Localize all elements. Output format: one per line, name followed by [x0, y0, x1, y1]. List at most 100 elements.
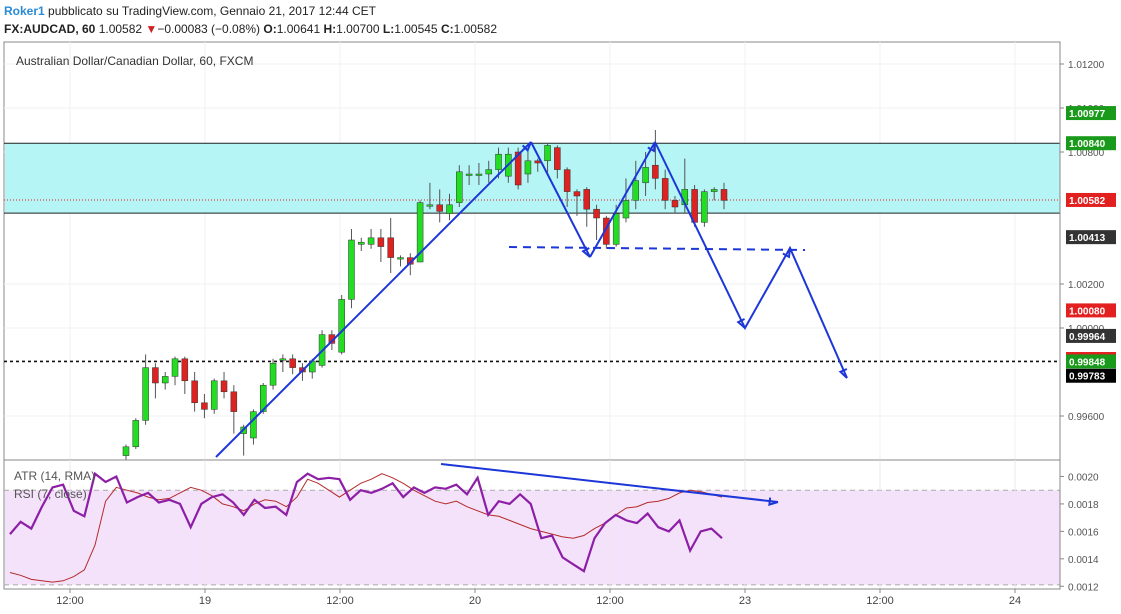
arrowhead-up-3 [782, 247, 791, 259]
price-marker [1066, 106, 1116, 121]
candle-body [367, 237, 375, 245]
price-tick-label: 1.01200 [1068, 60, 1105, 71]
price-marker [1066, 303, 1116, 318]
candles-group [122, 130, 728, 460]
candle-body [593, 208, 600, 219]
candle-body [485, 169, 492, 175]
indicator-tick-label: 0.0020 [1068, 472, 1099, 483]
price-marker-label: 1.00080 [1069, 306, 1106, 317]
candle-body [524, 160, 532, 175]
ohlc-line: FX:AUDCAD, 60 1.00582 ▼−0.00083 (−0.08%)… [4, 22, 497, 36]
price-marker-label: 1.00840 [1069, 139, 1106, 150]
candle-body [152, 367, 159, 384]
arrowhead-down-1 [581, 247, 591, 258]
chart-title: Australian Dollar/Canadian Dollar, 60, F… [16, 54, 253, 68]
candle-body [426, 204, 434, 207]
candle-body [132, 420, 140, 448]
candle-body [701, 191, 708, 223]
atr-label: ATR (14, RMA) [14, 469, 95, 483]
candle-body [416, 202, 424, 263]
publish-info: pubblicato su TradingView.com, Gennaio 2… [44, 4, 377, 18]
price-marker-label: 0.99964 [1069, 332, 1106, 343]
indicator-tick-label: 0.0016 [1068, 527, 1099, 538]
close-value: 1.00582 [453, 22, 498, 36]
price-marker [1066, 328, 1116, 343]
candle-body [652, 164, 659, 179]
time-tick-label: 12:00 [56, 595, 84, 607]
price-pane[interactable]: Australian Dollar/Canadian Dollar, 60, F… [3, 41, 1061, 461]
candle-body [642, 167, 649, 184]
low-value: 1.00545 [394, 22, 438, 36]
price-marker [1066, 192, 1116, 207]
candle-body [720, 189, 728, 201]
candle-body [387, 237, 394, 258]
price-marker-label: 1.00582 [1069, 196, 1106, 207]
time-tick-label: 23 [739, 595, 751, 607]
candle-body [436, 204, 443, 212]
candle-body [603, 217, 610, 245]
price-pane-frame [3, 41, 1061, 461]
price-marker [1066, 354, 1116, 369]
candle-body [201, 402, 208, 410]
price-tick-label: 0.99600 [1068, 412, 1105, 423]
price-tick-label: 1.00200 [1068, 280, 1105, 291]
low-label: L: [382, 22, 395, 36]
candle-body [495, 153, 502, 170]
candle-body [632, 180, 640, 201]
indicator-axis[interactable]: 0.0020 0.0018 0.0016 0.0014 0.0012 [1060, 472, 1099, 593]
arrowhead-down-3 [838, 368, 848, 379]
open-label: O: [263, 22, 277, 36]
candle-body [554, 147, 561, 170]
price-tick-label: 1.00800 [1068, 148, 1105, 159]
candle-body [259, 384, 267, 412]
candle-body [475, 173, 483, 176]
candle-body [250, 411, 257, 439]
down-arrow-icon: ▼ [145, 22, 158, 36]
candle-body [446, 204, 453, 214]
arrowhead-up-2 [647, 141, 656, 153]
time-axis[interactable]: 12:00 19 12:00 20 12:00 23 12:00 24 [4, 588, 1060, 607]
time-tick-label: 12:00 [596, 595, 624, 607]
candle-body [710, 189, 718, 192]
indicator-tick-label: 0.0014 [1068, 555, 1099, 566]
chart-header: Roker1 pubblicato su TradingView.com, Ge… [0, 0, 1121, 40]
indicator-tick-label: 0.0012 [1068, 582, 1099, 593]
open-value: 1.00641 [276, 22, 321, 36]
time-tick-label: 24 [1009, 595, 1021, 607]
rsi-label: RSI (7, close) [14, 487, 87, 501]
candle-body [142, 367, 149, 421]
price-axis[interactable]: 1.012001.010001.008001.002001.000000.996… [1059, 42, 1121, 589]
last-price: 1.00582 [98, 22, 143, 36]
candle-body [544, 145, 551, 162]
candle-body [191, 380, 198, 404]
author-name[interactable]: Roker1 [4, 4, 45, 18]
price-marker [1066, 230, 1116, 245]
drawings-group [215, 141, 848, 458]
candle-body [661, 178, 669, 201]
candle-body [279, 358, 287, 361]
candle-body [210, 380, 218, 410]
candle-body [220, 380, 228, 393]
candle-body [171, 358, 179, 377]
resistance-zone [5, 143, 1060, 214]
close-label: C: [440, 22, 454, 36]
time-tick-label: 19 [199, 595, 211, 607]
price-marker-label: 0.99848 [1069, 357, 1106, 368]
candle-body [563, 169, 571, 192]
candle-body [622, 200, 630, 219]
time-tick-label: 20 [469, 595, 481, 607]
candle-body [269, 362, 277, 386]
candle-body [465, 173, 473, 176]
price-marker-label: 1.00977 [1069, 109, 1106, 120]
time-tick-label: 12:00 [326, 595, 354, 607]
divergence-arrow [440, 463, 779, 503]
candle-body [289, 358, 296, 368]
neckline-dashed [508, 246, 806, 251]
indicator-tick-label: 0.0018 [1068, 500, 1099, 511]
candle-body [181, 358, 189, 382]
price-marker [1066, 368, 1116, 383]
indicator-pane[interactable]: ATR (14, RMA) RSI (7, close) [3, 459, 1061, 590]
candle-body [161, 376, 169, 384]
candle-body [377, 237, 385, 247]
